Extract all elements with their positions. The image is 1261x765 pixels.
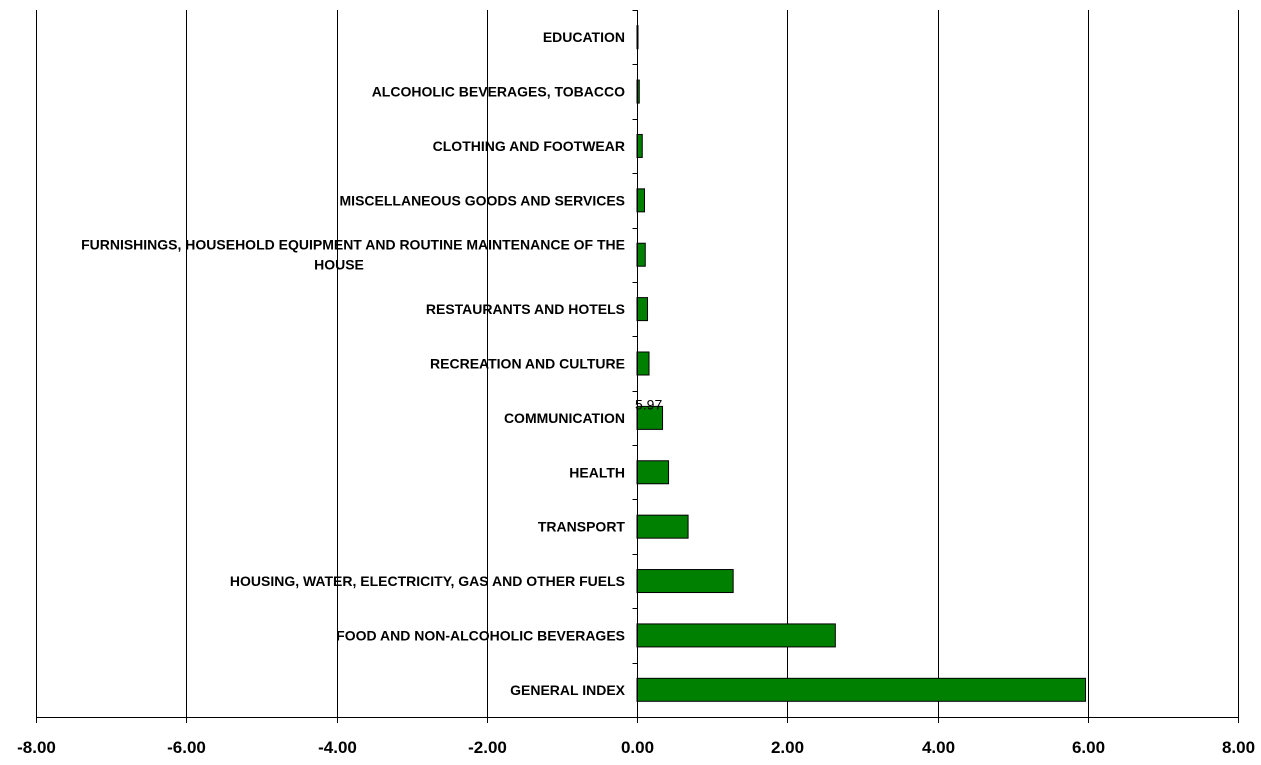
- data-label: 5.97: [635, 396, 662, 412]
- category-label: HOUSE: [314, 257, 364, 273]
- x-tick-label: -6.00: [167, 738, 206, 757]
- category-label: TRANSPORT: [538, 519, 626, 535]
- category-label: FOOD AND NON-ALCOHOLIC BEVERAGES: [336, 627, 625, 643]
- bar: [636, 242, 646, 267]
- category-label: HEALTH: [569, 464, 625, 480]
- category-label: RESTAURANTS AND HOTELS: [426, 301, 625, 317]
- category-label: MISCELLANEOUS GOODS AND SERVICES: [340, 192, 625, 208]
- bar: [636, 569, 734, 594]
- bar: [636, 351, 650, 376]
- gridlines: [36, 10, 1239, 717]
- bar: [636, 460, 670, 485]
- category-label: HOUSING, WATER, ELECTRICITY, GAS AND OTH…: [230, 573, 625, 589]
- x-tick-labels: -8.00 -6.00 -4.00 -2.00 0.00 2.00 4.00 6.00 8.00: [17, 738, 1255, 757]
- category-labels: GENERAL INDEX FOOD AND NON-ALCOHOLIC BEVE…: [81, 29, 626, 698]
- category-label: GENERAL INDEX: [510, 682, 626, 698]
- x-tick-label: 4.00: [922, 738, 955, 757]
- category-label: ALCOHOLIC BEVERAGES, TOBACCO: [372, 84, 625, 100]
- x-tick-label: 6.00: [1072, 738, 1105, 757]
- bars: [636, 25, 1086, 702]
- category-label: CLOTHING AND FOOTWEAR: [433, 138, 625, 154]
- bar: [636, 297, 649, 322]
- x-tick-label: 8.00: [1222, 738, 1255, 757]
- data-labels: 5.97: [635, 396, 662, 412]
- bar: [636, 623, 836, 648]
- bar: [636, 188, 646, 213]
- bar: [636, 514, 689, 539]
- category-label: RECREATION AND CULTURE: [430, 356, 625, 372]
- category-label: FURNISHINGS, HOUSEHOLD EQUIPMENT AND ROU…: [81, 237, 625, 253]
- x-tick-label: 2.00: [771, 738, 804, 757]
- bar: [636, 677, 1086, 702]
- axes: [36, 10, 1239, 723]
- x-tick-label: -8.00: [17, 738, 56, 757]
- x-tick-label: -4.00: [318, 738, 357, 757]
- category-label: EDUCATION: [543, 29, 625, 45]
- category-label: COMMUNICATION: [504, 410, 625, 426]
- x-tick-label: -2.00: [468, 738, 507, 757]
- x-tick-label: 0.00: [621, 738, 654, 757]
